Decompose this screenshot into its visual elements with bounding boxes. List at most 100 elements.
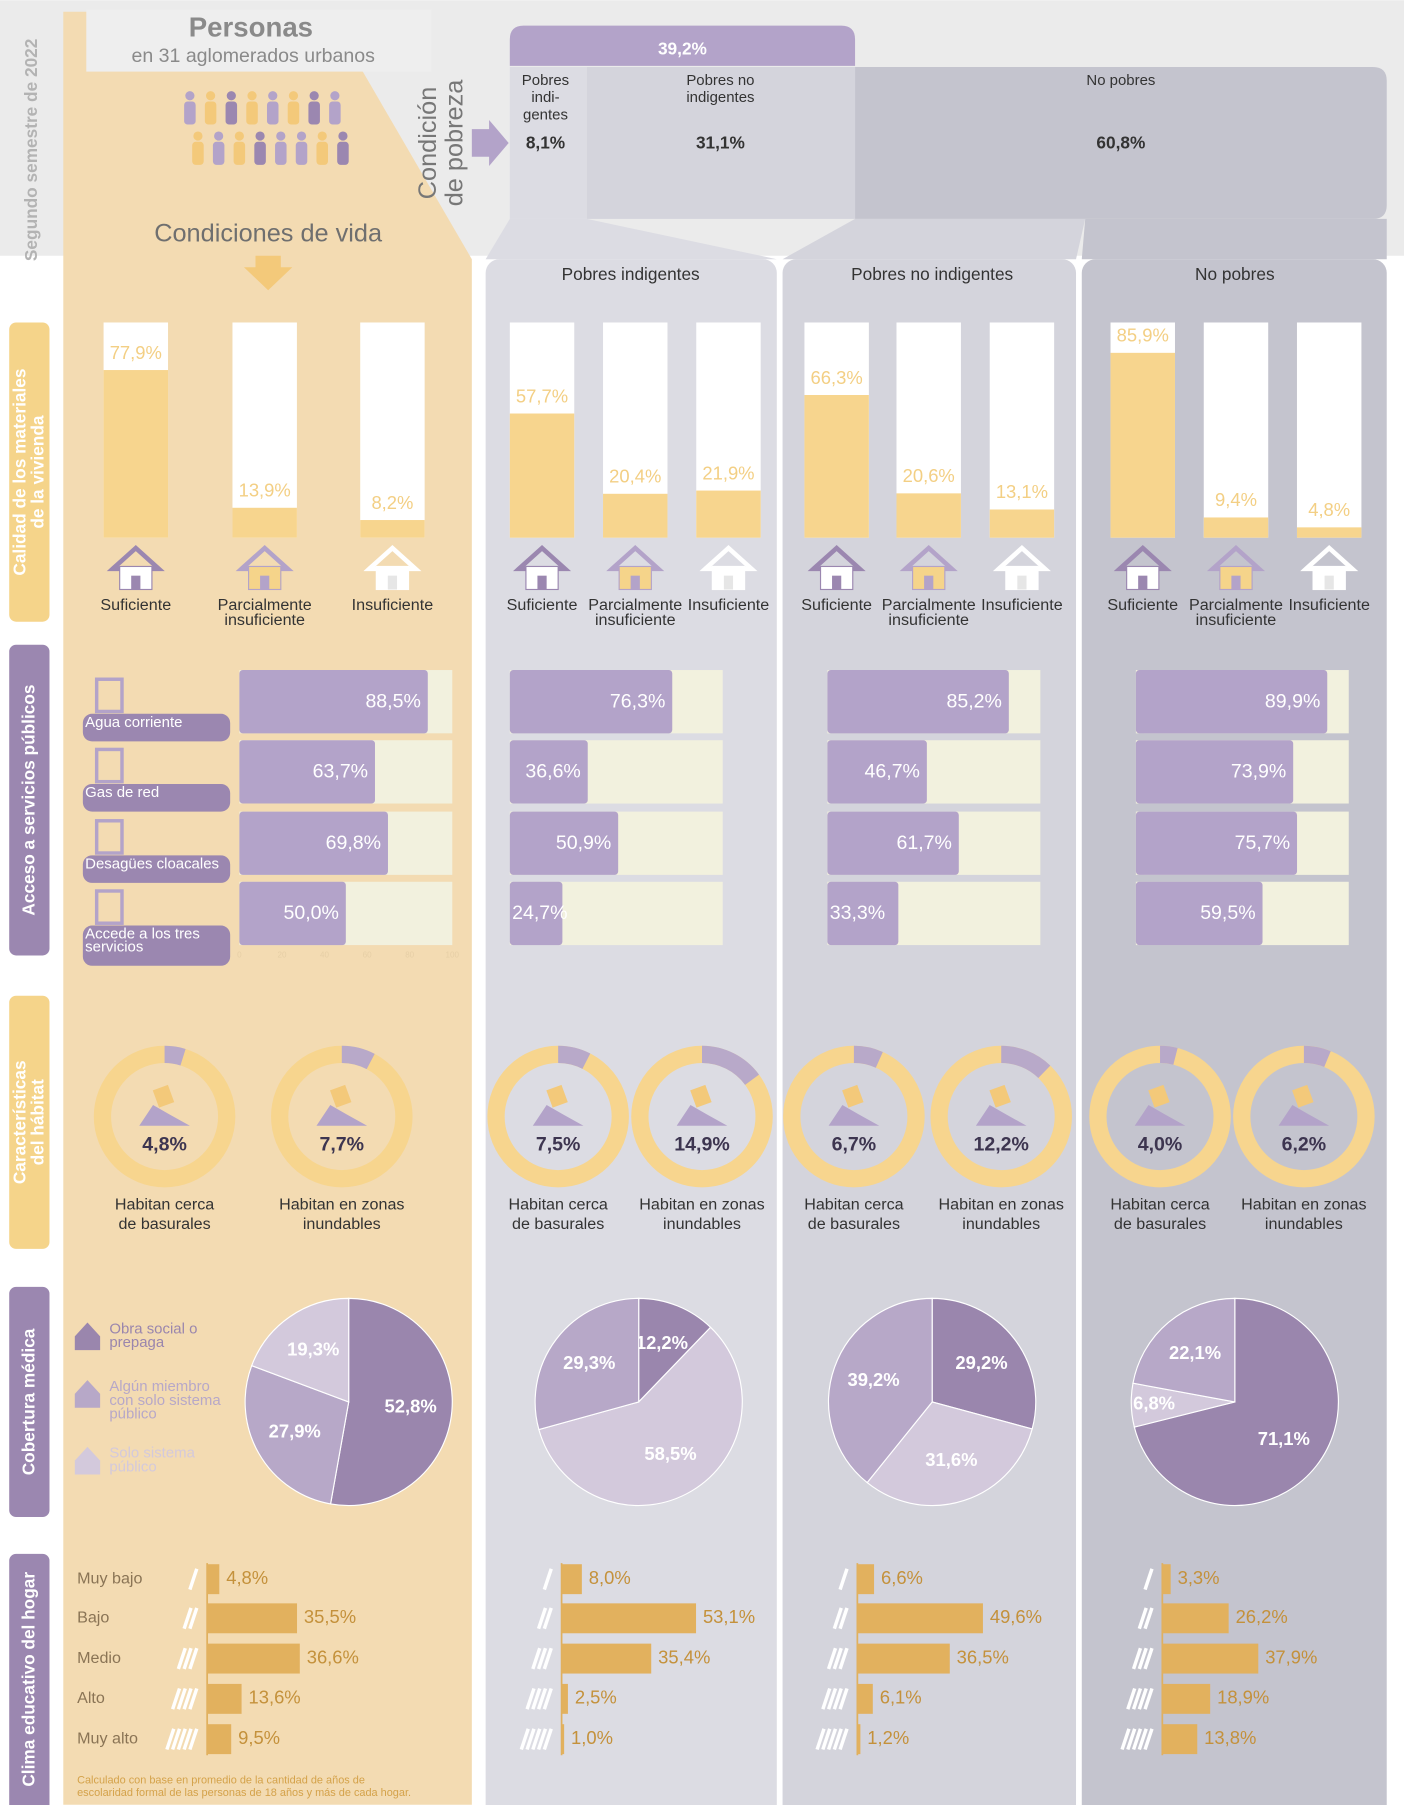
house-icon bbox=[832, 576, 841, 590]
donut-arc bbox=[854, 1054, 879, 1059]
housing-category: Suficiente bbox=[1107, 596, 1178, 614]
person-icon bbox=[246, 102, 258, 125]
service-category: Gas de red bbox=[85, 784, 159, 801]
education-category: Bajo bbox=[77, 1609, 109, 1627]
person-icon bbox=[330, 91, 339, 100]
person-icon bbox=[268, 91, 277, 100]
service-value: 85,2% bbox=[946, 690, 1001, 712]
education-category: Muy bajo bbox=[77, 1569, 142, 1587]
service-tick: 20 bbox=[277, 951, 286, 960]
education-value: 2,5% bbox=[575, 1687, 617, 1708]
habitat-category: Habitan en zonas bbox=[939, 1195, 1064, 1213]
habitat-value: 4,0% bbox=[1138, 1133, 1183, 1155]
service-value: 88,5% bbox=[365, 690, 420, 712]
habitat-category: Habitan en zonas bbox=[639, 1195, 764, 1213]
person-icon bbox=[214, 131, 223, 140]
person-icon bbox=[185, 91, 194, 100]
housing-value: 77,9% bbox=[110, 342, 162, 363]
service-tick: 60 bbox=[363, 951, 372, 960]
house-icon bbox=[388, 576, 397, 590]
group-value: 31,1% bbox=[696, 133, 745, 153]
service-value: 24,7% bbox=[512, 902, 567, 924]
education-value: 9,5% bbox=[238, 1727, 280, 1748]
housing-bar bbox=[1111, 353, 1175, 538]
housing-bar bbox=[896, 493, 960, 537]
habitat-category: inundables bbox=[962, 1215, 1040, 1233]
service-value: 50,9% bbox=[556, 832, 611, 854]
housing-category: insuficiente bbox=[888, 611, 969, 629]
pie-value: 58,5% bbox=[644, 1443, 696, 1464]
housing-category: Insuficiente bbox=[352, 596, 434, 614]
pie-value: 6,8% bbox=[1133, 1392, 1175, 1413]
title: Personas bbox=[189, 11, 313, 42]
group-name: indi- bbox=[531, 89, 559, 106]
education-bar bbox=[207, 1644, 300, 1674]
pie-value: 29,2% bbox=[955, 1352, 1007, 1373]
habitat-value: 12,2% bbox=[973, 1133, 1028, 1155]
period-label: Segundo semestre de 2022 bbox=[21, 39, 41, 261]
person-icon bbox=[213, 142, 225, 165]
education-bar bbox=[1162, 1603, 1228, 1633]
pie-value: 27,9% bbox=[269, 1421, 321, 1442]
service-value: 75,7% bbox=[1235, 832, 1290, 854]
housing-category: Suficiente bbox=[801, 596, 872, 614]
person-icon bbox=[184, 102, 196, 125]
house-icon bbox=[1138, 576, 1147, 590]
housing-category: Suficiente bbox=[507, 596, 578, 614]
housing-value: 57,7% bbox=[516, 385, 568, 406]
housing-bar bbox=[360, 520, 424, 538]
group-name: Pobres bbox=[522, 72, 569, 89]
donut-arc bbox=[342, 1054, 371, 1061]
education-value: 1,2% bbox=[867, 1727, 909, 1748]
education-category: Muy alto bbox=[77, 1729, 138, 1747]
person-icon bbox=[338, 131, 347, 140]
education-value: 6,6% bbox=[881, 1567, 923, 1588]
group-value: 60,8% bbox=[1096, 133, 1145, 153]
education-value: 49,6% bbox=[990, 1606, 1042, 1627]
education-value: 36,6% bbox=[307, 1646, 359, 1667]
housing-bar bbox=[990, 509, 1054, 537]
subtitle: en 31 aglomerados urbanos bbox=[131, 45, 375, 67]
service-value: 61,7% bbox=[896, 832, 951, 854]
person-icon bbox=[192, 142, 204, 165]
service-value: 73,9% bbox=[1231, 761, 1286, 783]
service-value: 50,0% bbox=[283, 902, 338, 924]
housing-value: 21,9% bbox=[702, 462, 754, 483]
person-icon bbox=[267, 102, 279, 125]
person-icon bbox=[288, 102, 300, 125]
housing-bar bbox=[696, 491, 760, 538]
habitat-value: 6,2% bbox=[1282, 1133, 1327, 1155]
service-value: 36,6% bbox=[525, 761, 580, 783]
service-value: 63,7% bbox=[313, 761, 368, 783]
habitat-category: inundables bbox=[663, 1215, 741, 1233]
housing-category: insuficiente bbox=[1196, 611, 1277, 629]
housing-box bbox=[232, 322, 296, 537]
habitat-category: Habitan cerca bbox=[508, 1195, 607, 1213]
group-name: indigentes bbox=[686, 89, 754, 106]
housing-value: 13,1% bbox=[996, 481, 1048, 502]
group-name: No pobres bbox=[1086, 72, 1155, 89]
service-value: 46,7% bbox=[865, 761, 920, 783]
pie-value: 52,8% bbox=[385, 1395, 437, 1416]
group-name: gentes bbox=[523, 106, 568, 123]
service-value: 59,5% bbox=[1200, 902, 1255, 924]
house-icon bbox=[1017, 576, 1026, 590]
service-tick: 80 bbox=[405, 951, 414, 960]
education-value: 18,9% bbox=[1217, 1687, 1269, 1708]
person-icon bbox=[276, 131, 285, 140]
house-icon bbox=[131, 576, 140, 590]
housing-bar bbox=[603, 494, 667, 538]
habitat-category: de basurales bbox=[118, 1215, 210, 1233]
service-category: servicios bbox=[85, 938, 143, 955]
person-icon bbox=[226, 102, 238, 125]
habitat-category: Habitan en zonas bbox=[279, 1195, 404, 1213]
housing-value: 8,2% bbox=[371, 492, 413, 513]
service-value: 76,3% bbox=[610, 690, 665, 712]
person-icon bbox=[193, 131, 202, 140]
education-note: Calculado con base en promedio de la can… bbox=[77, 1774, 365, 1786]
pie-value: 71,1% bbox=[1258, 1428, 1310, 1449]
education-note: escolaridad formal de las personas de 18… bbox=[77, 1787, 411, 1799]
education-value: 8,0% bbox=[589, 1567, 631, 1588]
service-category: Desagües cloacales bbox=[85, 855, 219, 872]
housing-category: Insuficiente bbox=[688, 596, 770, 614]
